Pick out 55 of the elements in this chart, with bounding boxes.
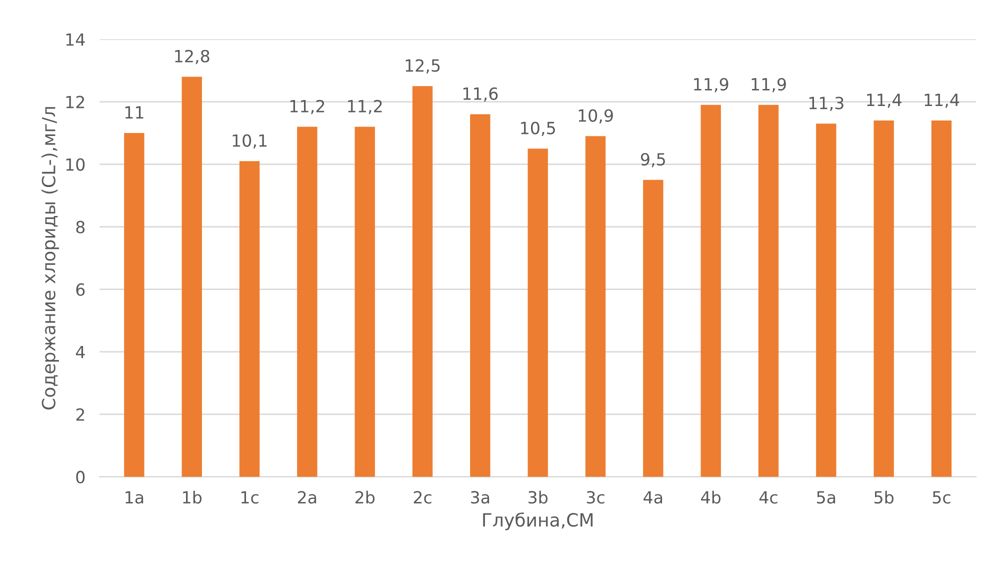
data-label: 11,9 bbox=[752, 78, 786, 92]
bar bbox=[528, 148, 548, 477]
y-tick-label: 10 bbox=[66, 158, 85, 171]
x-tick-label: 4c bbox=[759, 491, 778, 504]
bar bbox=[874, 120, 894, 477]
y-tick-label: 12 bbox=[66, 96, 84, 108]
data-label: 10,5 bbox=[521, 122, 555, 136]
data-label: 10,1 bbox=[232, 134, 267, 149]
bar bbox=[931, 120, 952, 477]
bar bbox=[354, 126, 375, 477]
data-label: 11,6 bbox=[463, 87, 498, 102]
x-tick-label: 5a bbox=[817, 491, 836, 504]
x-axis-title: Глубина,СМ bbox=[483, 512, 593, 530]
y-axis-title: Содержание хлориды (CL-),мг/л bbox=[41, 107, 59, 410]
data-label: 12,5 bbox=[406, 59, 440, 74]
data-label: 9,5 bbox=[640, 152, 665, 168]
x-tick-label: 3a bbox=[471, 491, 490, 504]
data-label: 11,2 bbox=[290, 100, 324, 114]
y-tick-label: 6 bbox=[76, 283, 85, 296]
x-tick-label: 5c bbox=[932, 491, 950, 504]
x-tick-label: 3c bbox=[586, 491, 604, 504]
bar bbox=[412, 86, 433, 477]
y-tick-label: 4 bbox=[76, 346, 85, 358]
y-tick-label: 8 bbox=[76, 220, 85, 234]
x-tick-label: 1b bbox=[183, 490, 202, 504]
y-tick-label: 14 bbox=[66, 33, 85, 46]
bar bbox=[470, 114, 490, 477]
x-tick-label: 5b bbox=[874, 490, 894, 504]
bar bbox=[585, 136, 606, 477]
bar bbox=[643, 180, 664, 477]
data-label: 11,9 bbox=[694, 78, 728, 92]
bar bbox=[124, 133, 144, 477]
x-tick-label: 2c bbox=[414, 491, 432, 504]
x-tick-label: 4a bbox=[644, 491, 662, 504]
bar bbox=[182, 76, 202, 477]
data-label: 11 bbox=[125, 106, 144, 118]
bar bbox=[239, 161, 260, 477]
data-label: 11,4 bbox=[867, 94, 902, 108]
y-tick-label: 0 bbox=[76, 470, 85, 484]
data-label: 10,9 bbox=[578, 109, 613, 124]
x-tick-label: 1a bbox=[126, 491, 144, 504]
bar bbox=[816, 124, 836, 477]
data-label: 11,3 bbox=[809, 96, 844, 112]
data-label: 11,2 bbox=[348, 100, 382, 114]
x-tick-label: 2a bbox=[298, 491, 316, 504]
x-tick-label: 3b bbox=[528, 490, 548, 504]
x-tick-label: 1c bbox=[241, 491, 258, 504]
bar bbox=[297, 126, 318, 477]
data-label: 11,4 bbox=[924, 94, 960, 108]
bar bbox=[758, 104, 779, 477]
data-label: 12,8 bbox=[175, 50, 210, 64]
y-tick-label: 2 bbox=[76, 408, 84, 421]
x-tick-label: 4b bbox=[701, 490, 721, 504]
bar bbox=[700, 104, 721, 477]
x-tick-label: 2b bbox=[355, 490, 375, 504]
